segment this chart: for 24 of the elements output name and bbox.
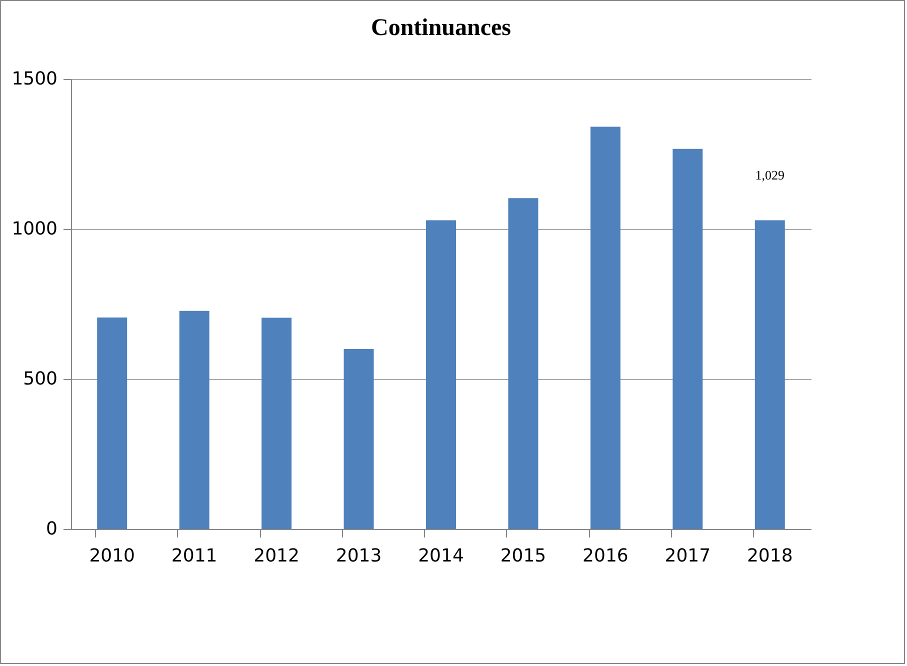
bar bbox=[754, 220, 785, 529]
x-tick-label: 2013 bbox=[336, 546, 382, 566]
x-tick-label: 2016 bbox=[582, 546, 628, 566]
x-tick-label: 2012 bbox=[254, 546, 300, 566]
data-label: 1,029 bbox=[755, 167, 785, 182]
bar bbox=[97, 318, 128, 529]
y-tick-label: 500 bbox=[23, 368, 58, 390]
bar bbox=[344, 349, 374, 529]
y-tick-label: 0 bbox=[46, 518, 58, 540]
chart-title: Continuances bbox=[370, 15, 512, 41]
bar bbox=[508, 198, 538, 529]
x-tick-label: 2018 bbox=[746, 546, 793, 566]
x-tick-label: 2017 bbox=[664, 546, 711, 566]
bar bbox=[426, 220, 456, 529]
x-tick-label: 2010 bbox=[89, 546, 136, 566]
x-tick-label: 2011 bbox=[171, 546, 218, 566]
y-tick-label: 1000 bbox=[12, 218, 58, 240]
x-tick-label: 2014 bbox=[418, 546, 464, 566]
bar bbox=[590, 126, 620, 529]
bar bbox=[262, 318, 292, 529]
bar bbox=[672, 148, 703, 529]
y-tick-label: 1500 bbox=[12, 68, 58, 90]
bar bbox=[179, 310, 210, 529]
x-tick-label: 2015 bbox=[500, 546, 546, 566]
